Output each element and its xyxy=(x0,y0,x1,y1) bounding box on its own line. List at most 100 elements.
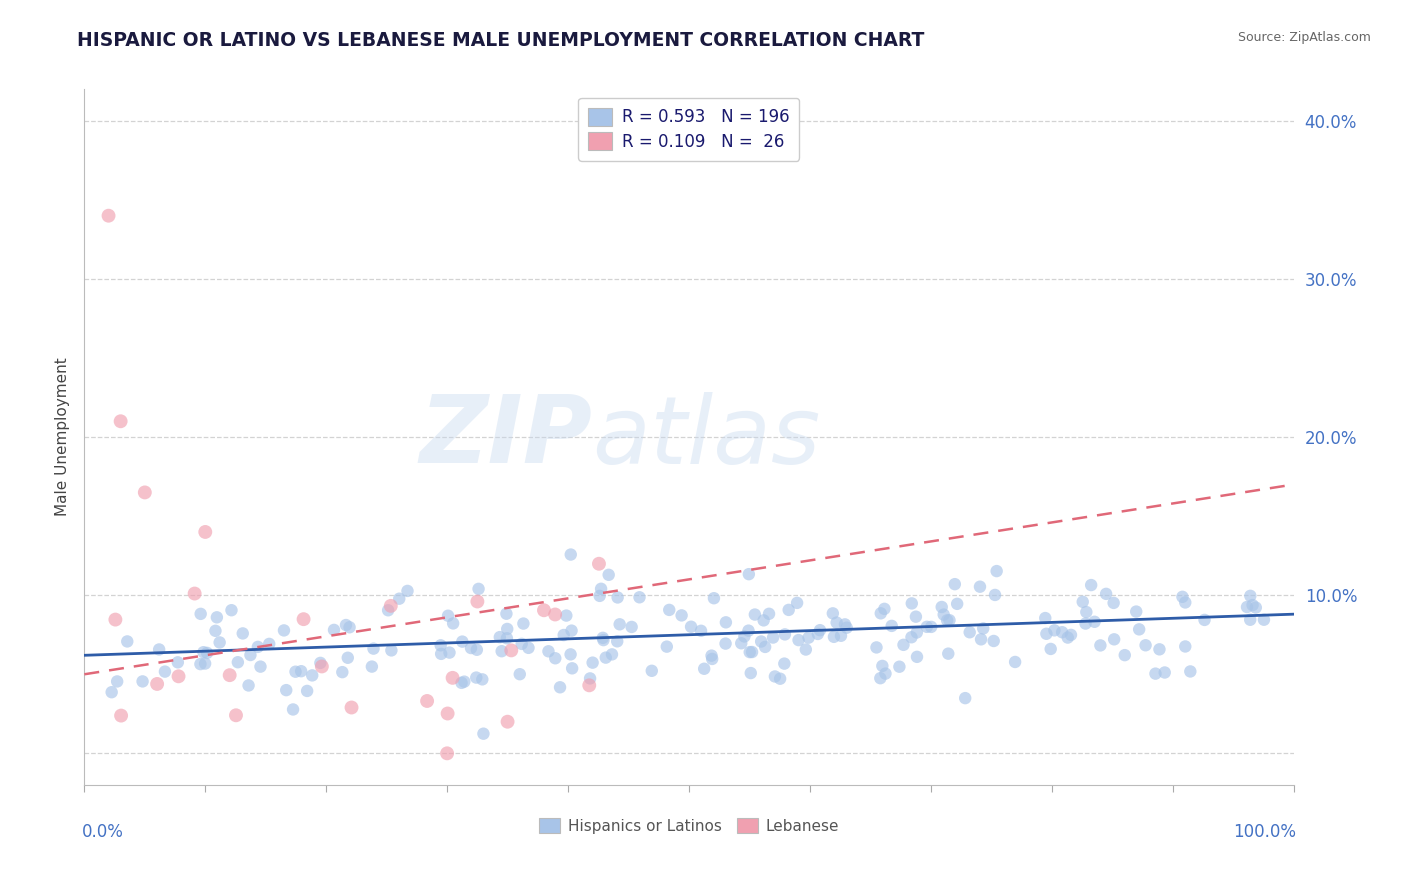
Point xyxy=(148,642,170,657)
Point xyxy=(561,661,583,675)
Point xyxy=(451,634,474,648)
Point xyxy=(238,678,260,692)
Point xyxy=(292,612,315,626)
Point xyxy=(1128,623,1150,637)
Point xyxy=(1180,665,1202,679)
Point xyxy=(134,485,156,500)
Point xyxy=(681,620,703,634)
Point xyxy=(807,627,830,641)
Point xyxy=(598,567,620,582)
Point xyxy=(301,668,323,682)
Point xyxy=(578,678,600,692)
Text: HISPANIC OR LATINO VS LEBANESE MALE UNEMPLOYMENT CORRELATION CHART: HISPANIC OR LATINO VS LEBANESE MALE UNEM… xyxy=(77,31,925,50)
Point xyxy=(773,657,796,671)
Point xyxy=(183,586,205,600)
Point xyxy=(226,655,249,669)
Point xyxy=(821,607,844,621)
Point xyxy=(609,617,631,632)
Point xyxy=(363,641,385,656)
Point xyxy=(869,607,891,621)
Legend: Hispanics or Latinos, Lebanese: Hispanics or Latinos, Lebanese xyxy=(533,813,845,840)
Text: 0.0%: 0.0% xyxy=(82,823,124,841)
Point xyxy=(105,674,128,689)
Point xyxy=(714,615,737,630)
Point xyxy=(441,671,464,685)
Point xyxy=(986,564,1008,578)
Point xyxy=(194,657,217,671)
Point xyxy=(495,607,517,621)
Point xyxy=(488,630,510,644)
Point xyxy=(794,642,817,657)
Point xyxy=(641,664,664,678)
Point xyxy=(873,602,896,616)
Point xyxy=(439,646,461,660)
Point xyxy=(823,630,845,644)
Point xyxy=(1144,666,1167,681)
Point xyxy=(396,583,419,598)
Point xyxy=(655,640,678,654)
Point xyxy=(311,659,333,673)
Point xyxy=(700,648,723,663)
Point xyxy=(931,599,953,614)
Point xyxy=(544,651,567,665)
Point xyxy=(1194,613,1216,627)
Point xyxy=(1239,613,1261,627)
Point xyxy=(658,603,681,617)
Point xyxy=(249,659,271,673)
Point xyxy=(738,567,761,582)
Point xyxy=(752,613,775,627)
Point xyxy=(110,708,132,723)
Point xyxy=(190,657,212,672)
Point xyxy=(628,591,651,605)
Point xyxy=(273,624,295,638)
Point xyxy=(195,646,218,660)
Point xyxy=(690,624,713,638)
Point xyxy=(579,672,602,686)
Point xyxy=(517,640,540,655)
Point xyxy=(501,643,523,657)
Point xyxy=(465,671,488,685)
Point xyxy=(932,607,955,622)
Point xyxy=(97,209,120,223)
Point xyxy=(340,700,363,714)
Point xyxy=(984,588,1007,602)
Point xyxy=(491,644,513,658)
Point xyxy=(330,665,353,680)
Point xyxy=(560,648,582,662)
Point xyxy=(972,622,994,636)
Point xyxy=(1102,632,1125,647)
Point xyxy=(835,621,858,635)
Point xyxy=(714,637,737,651)
Point xyxy=(1083,615,1105,629)
Point xyxy=(834,617,856,632)
Point xyxy=(970,632,993,647)
Point xyxy=(436,706,458,721)
Point xyxy=(1035,627,1057,641)
Point xyxy=(591,582,613,596)
Point xyxy=(190,607,212,621)
Point xyxy=(100,685,122,699)
Point xyxy=(620,620,643,634)
Point xyxy=(460,640,482,655)
Point xyxy=(167,669,190,683)
Point xyxy=(193,645,215,659)
Text: atlas: atlas xyxy=(592,392,821,483)
Point xyxy=(825,615,848,630)
Point xyxy=(693,662,716,676)
Point xyxy=(936,613,959,627)
Point xyxy=(953,691,976,706)
Point xyxy=(830,629,852,643)
Point xyxy=(581,656,603,670)
Point xyxy=(905,625,928,640)
Point xyxy=(875,666,897,681)
Point xyxy=(117,634,139,648)
Point xyxy=(555,608,578,623)
Point xyxy=(773,627,796,641)
Point xyxy=(509,667,531,681)
Point xyxy=(281,702,304,716)
Point xyxy=(1253,613,1275,627)
Text: 100.0%: 100.0% xyxy=(1233,823,1296,841)
Point xyxy=(1043,624,1066,638)
Point xyxy=(221,603,243,617)
Point xyxy=(323,623,346,637)
